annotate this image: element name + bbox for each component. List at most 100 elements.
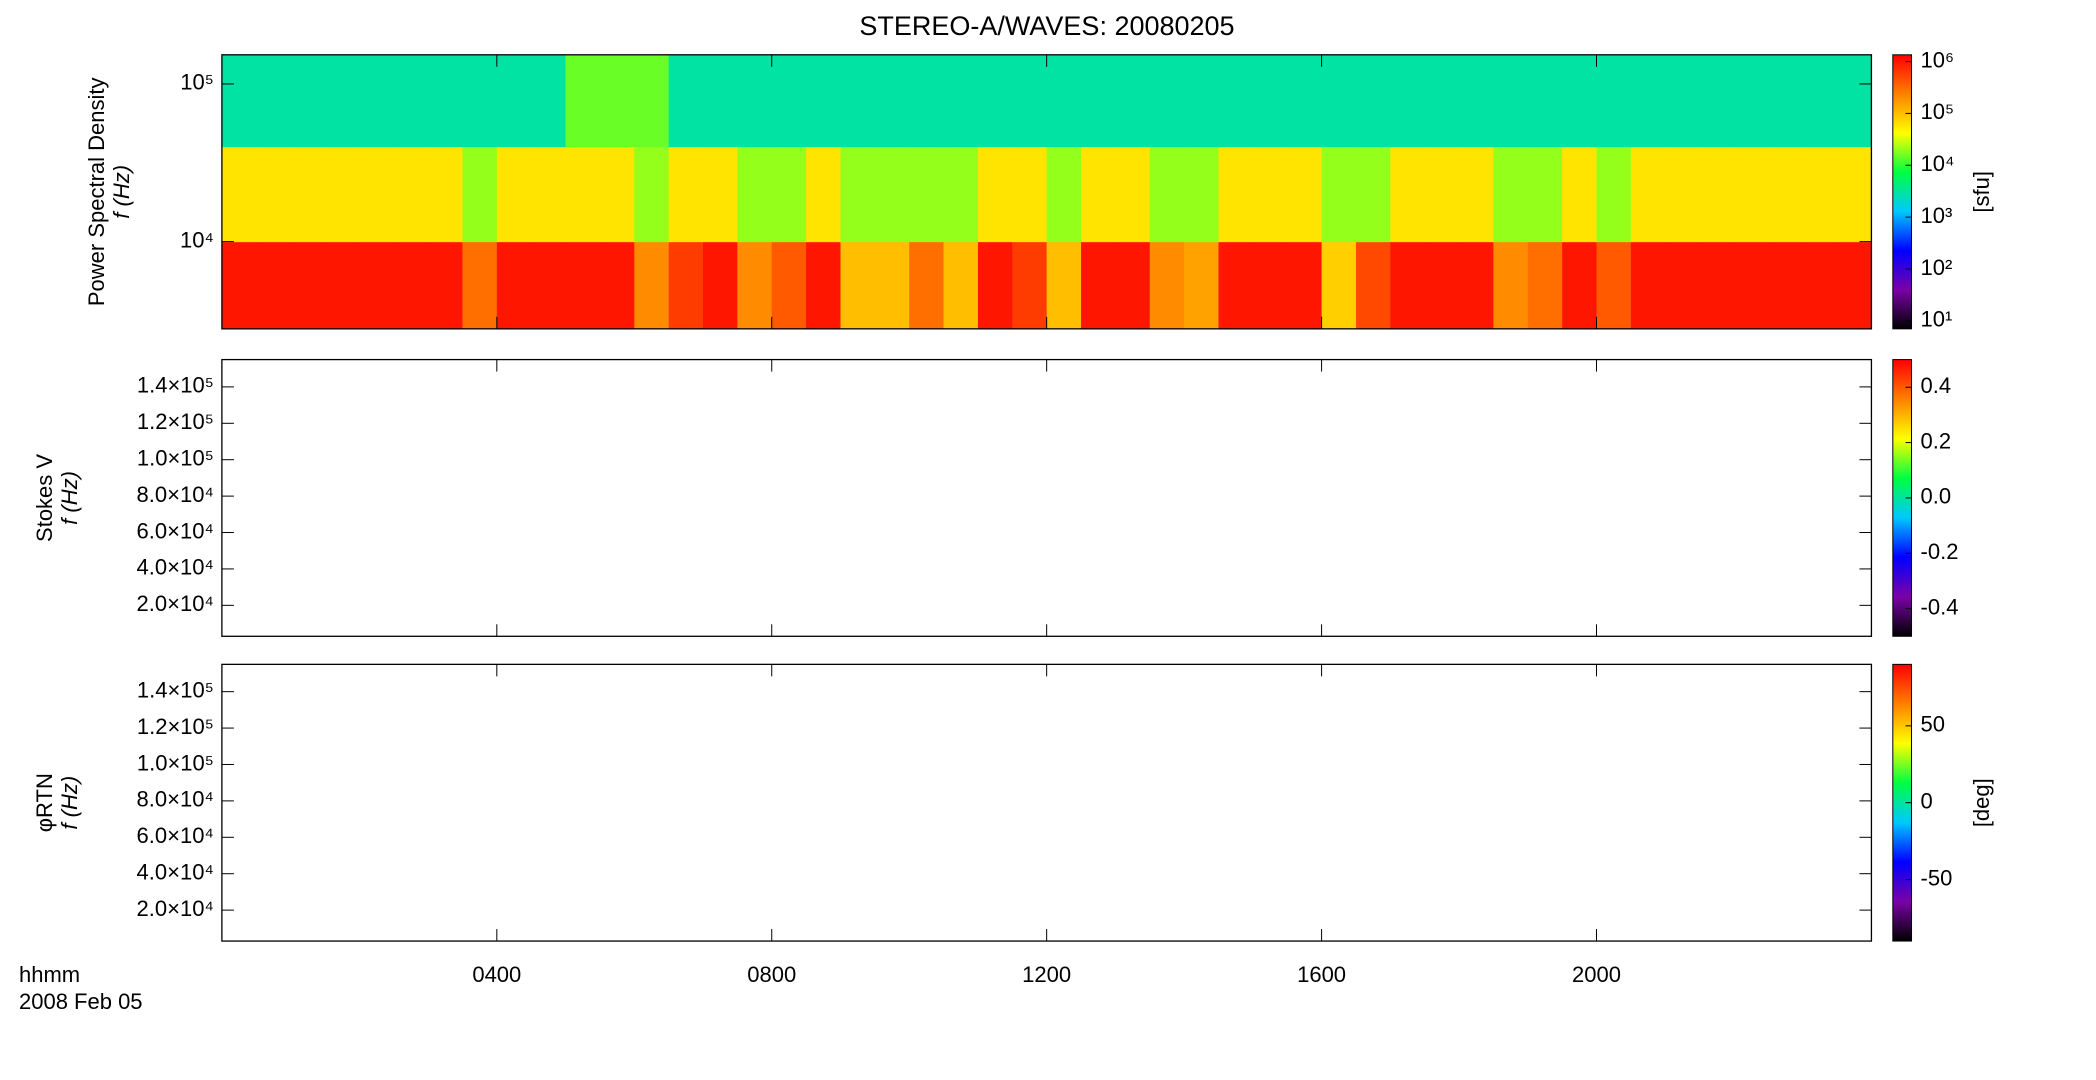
heatmap-cell xyxy=(428,241,463,330)
colorbar-tick-label: -50 xyxy=(1921,865,1953,890)
heatmap-cell xyxy=(977,54,1013,148)
y-axis-title: φRTN xyxy=(32,773,57,832)
heatmap-cell xyxy=(874,54,910,148)
heatmap-cell xyxy=(324,241,360,330)
y-tick-label: 1.2×10⁵ xyxy=(137,714,214,739)
heatmap-cell xyxy=(531,54,567,148)
heatmap-cell xyxy=(496,54,532,148)
heatmap-cell xyxy=(1596,54,1632,148)
heatmap-cell xyxy=(1424,146,1460,243)
heatmap-cell xyxy=(1802,241,1838,330)
heatmap-cell xyxy=(771,146,807,243)
heatmap-cell xyxy=(1493,146,1529,243)
heatmap-cell xyxy=(1562,54,1598,148)
heatmap-cell xyxy=(1665,241,1701,330)
colorbar-tick-label: 10⁶ xyxy=(1921,47,1955,72)
heatmap-cell xyxy=(496,146,532,243)
heatmap-cell xyxy=(1665,146,1701,243)
heatmap-cell xyxy=(1459,54,1494,148)
heatmap-cell xyxy=(1562,146,1598,243)
colorbar-tick-label: -0.2 xyxy=(1921,539,1959,564)
heatmap-cell xyxy=(1390,54,1426,148)
heatmap-cell xyxy=(290,241,326,330)
heatmap-cell xyxy=(1252,241,1288,330)
heatmap-cell xyxy=(1630,54,1666,148)
colorbar-tick-label: 10³ xyxy=(1921,203,1953,228)
heatmap-cell xyxy=(1596,146,1632,243)
heatmap-cell xyxy=(1837,241,1872,330)
heatmap-cell xyxy=(1733,146,1769,243)
heatmap-cell xyxy=(1424,54,1460,148)
heatmap-cell xyxy=(1733,241,1769,330)
heatmap-cell xyxy=(531,146,567,243)
colorbar xyxy=(1892,54,1913,330)
heatmap-cell xyxy=(1768,241,1804,330)
heatmap-cell xyxy=(840,54,876,148)
heatmap-cell xyxy=(1768,54,1804,148)
y-axis-title: f (Hz) xyxy=(57,776,82,830)
y-tick-label: 2.0×10⁴ xyxy=(137,591,214,616)
heatmap-cell xyxy=(874,146,910,243)
heatmap-cell xyxy=(256,146,292,243)
heatmap-cell xyxy=(703,146,738,243)
heatmap-cell xyxy=(634,241,670,330)
heatmap-cell xyxy=(668,54,704,148)
heatmap-cell xyxy=(462,146,498,243)
heatmap-cell xyxy=(1321,146,1357,243)
x-tick-label: 1600 xyxy=(1297,962,1346,987)
heatmap-cell xyxy=(393,241,429,330)
heatmap-cell xyxy=(1218,54,1254,148)
heatmap-cell xyxy=(1012,146,1048,243)
heatmap-cell xyxy=(531,241,567,330)
heatmap-cell xyxy=(771,54,807,148)
heatmap-cell xyxy=(565,54,601,148)
heatmap-cell xyxy=(1699,146,1735,243)
y-tick-label: 10⁴ xyxy=(180,227,214,252)
heatmap-cell xyxy=(359,54,395,148)
heatmap-cell xyxy=(1390,146,1426,243)
heatmap-cell xyxy=(1527,54,1563,148)
heatmap-cell xyxy=(1321,54,1357,148)
heatmap-cell xyxy=(1149,241,1185,330)
heatmap-cell xyxy=(1184,146,1219,243)
colorbar-tick-label: 50 xyxy=(1921,712,1945,737)
heatmap-cell xyxy=(1046,146,1082,243)
heatmap-cell xyxy=(943,54,979,148)
heatmap-cell xyxy=(977,146,1013,243)
plot-frame xyxy=(221,663,1873,942)
heatmap-cell xyxy=(1733,54,1769,148)
heatmap-cell xyxy=(1802,54,1838,148)
heatmap-cell xyxy=(1115,146,1151,243)
colorbar-tick-label: 10⁵ xyxy=(1921,99,1955,124)
colorbar-title: [deg] xyxy=(1969,778,1994,827)
colorbar-tick-label: 10¹ xyxy=(1921,307,1953,332)
heatmap-cell xyxy=(1115,241,1151,330)
heatmap-cell xyxy=(428,146,463,243)
y-tick-label: 1.0×10⁵ xyxy=(137,750,214,775)
y-tick-label: 1.0×10⁵ xyxy=(137,446,214,471)
y-axis-title: Stokes V xyxy=(32,454,57,542)
heatmap-cell xyxy=(1837,146,1872,243)
y-axis-title: f (Hz) xyxy=(57,471,82,525)
heatmap-cell xyxy=(1768,146,1804,243)
heatmap-cell xyxy=(1321,241,1357,330)
heatmap-cell xyxy=(1046,54,1082,148)
heatmap-cell xyxy=(977,241,1013,330)
heatmap-cell xyxy=(806,146,841,243)
heatmap-cell xyxy=(737,241,773,330)
heatmap-cell xyxy=(256,54,292,148)
heatmap-cell xyxy=(599,54,635,148)
heatmap-cell xyxy=(1252,146,1288,243)
y-tick-label: 10⁵ xyxy=(180,70,214,95)
heatmap-cell xyxy=(1493,54,1529,148)
heatmap-cell xyxy=(1081,54,1116,148)
colorbar-tick-label: 0 xyxy=(1921,789,1933,814)
heatmap-cell xyxy=(290,146,326,243)
x-tick-label: 0800 xyxy=(747,962,796,987)
y-tick-label: 4.0×10⁴ xyxy=(137,860,214,885)
heatmap-cell xyxy=(909,146,945,243)
heatmap-cell xyxy=(1424,241,1460,330)
heatmap-cell xyxy=(634,146,670,243)
heatmap-cell xyxy=(1046,241,1082,330)
heatmap-cell xyxy=(1115,54,1151,148)
